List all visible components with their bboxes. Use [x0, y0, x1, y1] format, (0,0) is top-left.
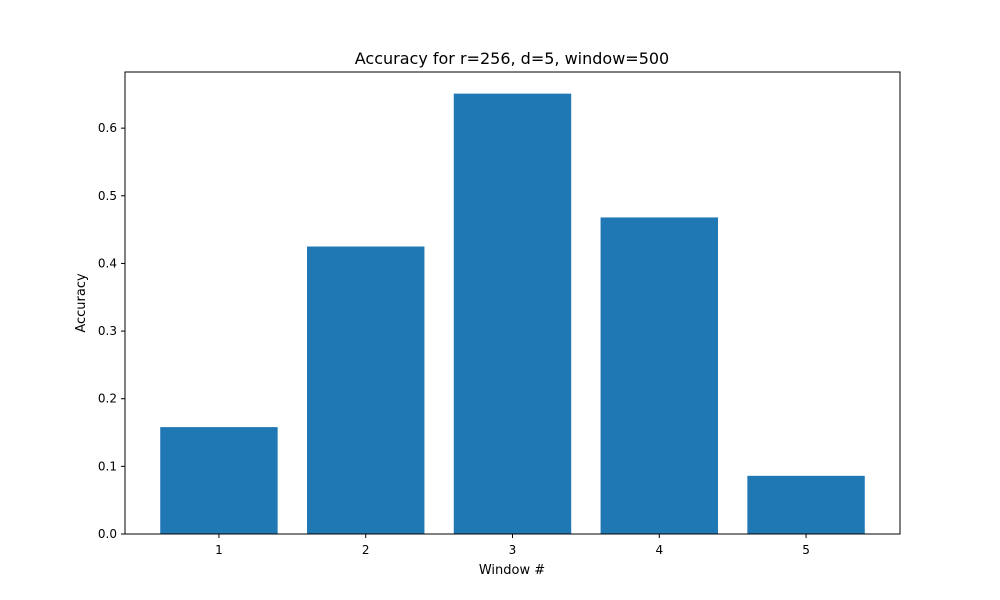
x-tick-label: 2	[362, 543, 370, 557]
chart-title: Accuracy for r=256, d=5, window=500	[355, 49, 669, 68]
y-tick-label: 0.0	[98, 527, 117, 541]
x-axis-label: Window #	[479, 563, 545, 578]
x-tick-label: 3	[509, 543, 517, 557]
bar-window-5	[747, 475, 865, 534]
y-axis-label: Accuracy	[74, 273, 89, 333]
y-axis: 0.0 0.1 0.2 0.3 0.4 0.5 0.6	[98, 121, 125, 541]
y-tick-label: 0.3	[98, 324, 117, 338]
bars-group	[160, 93, 865, 535]
y-tick-label: 0.1	[98, 459, 117, 473]
bar-window-2	[307, 246, 425, 534]
x-tick-label: 1	[215, 543, 223, 557]
x-tick-label: 4	[655, 543, 663, 557]
y-tick-label: 0.4	[98, 256, 117, 270]
bar-window-3	[453, 93, 572, 535]
x-axis: 1 2 3 4 5	[215, 534, 810, 557]
bar-window-4	[600, 217, 718, 534]
y-tick-label: 0.2	[98, 392, 117, 406]
y-tick-label: 0.5	[98, 189, 117, 203]
x-tick-label: 5	[802, 543, 810, 557]
bar-window-1	[160, 427, 278, 534]
y-tick-label: 0.6	[98, 121, 117, 135]
